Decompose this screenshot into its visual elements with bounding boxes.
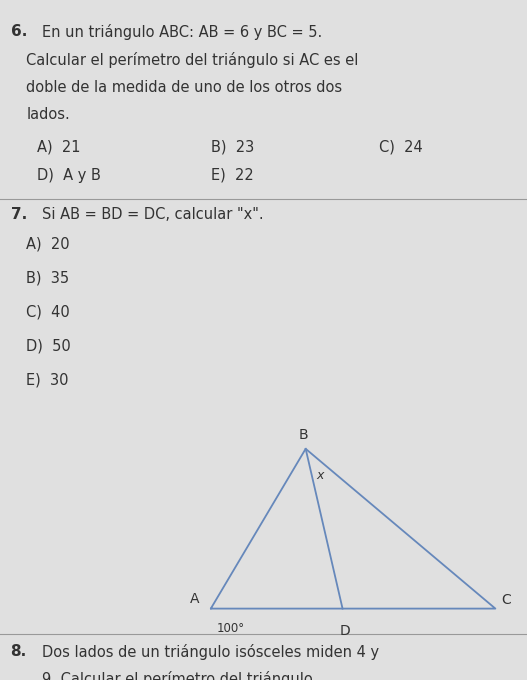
Text: D)  A y B: D) A y B bbox=[37, 168, 101, 183]
Text: Calcular el perímetro del triángulo si AC es el: Calcular el perímetro del triángulo si A… bbox=[26, 52, 359, 69]
Text: C: C bbox=[502, 593, 512, 607]
Text: 100°: 100° bbox=[217, 622, 245, 635]
Text: C)  40: C) 40 bbox=[26, 305, 70, 320]
Text: lados.: lados. bbox=[26, 107, 70, 122]
Text: x: x bbox=[316, 469, 324, 482]
Text: A: A bbox=[190, 592, 199, 606]
Text: 9. Calcular el perímetro del triángulo.: 9. Calcular el perímetro del triángulo. bbox=[42, 671, 317, 680]
Text: C)  24: C) 24 bbox=[379, 139, 423, 154]
Text: B)  23: B) 23 bbox=[211, 139, 254, 154]
Text: 7.: 7. bbox=[11, 207, 27, 222]
Text: Dos lados de un triángulo isósceles miden 4 y: Dos lados de un triángulo isósceles mide… bbox=[42, 644, 379, 660]
Text: A)  21: A) 21 bbox=[37, 139, 81, 154]
Text: B: B bbox=[298, 428, 308, 442]
Text: D)  50: D) 50 bbox=[26, 339, 71, 354]
Text: Si AB = BD = DC, calcular "x".: Si AB = BD = DC, calcular "x". bbox=[42, 207, 264, 222]
Text: B)  35: B) 35 bbox=[26, 271, 70, 286]
Text: doble de la medida de uno de los otros dos: doble de la medida de uno de los otros d… bbox=[26, 80, 343, 95]
Text: A)  20: A) 20 bbox=[26, 237, 70, 252]
Text: 6.: 6. bbox=[11, 24, 27, 39]
Text: E)  22: E) 22 bbox=[211, 168, 253, 183]
Text: D: D bbox=[340, 624, 350, 638]
Text: 8.: 8. bbox=[11, 644, 27, 659]
Text: En un triángulo ABC: AB = 6 y BC = 5.: En un triángulo ABC: AB = 6 y BC = 5. bbox=[42, 24, 323, 40]
Text: E)  30: E) 30 bbox=[26, 373, 69, 388]
